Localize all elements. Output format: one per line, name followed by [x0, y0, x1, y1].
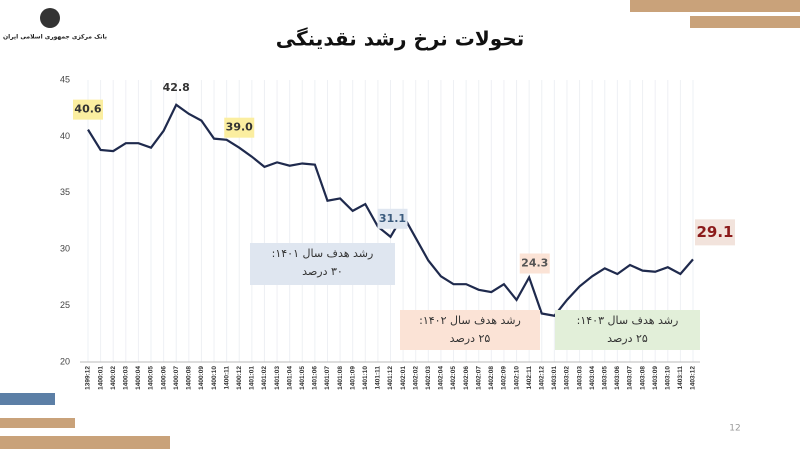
x-tick-label: 1401:09	[349, 366, 356, 390]
target-text: رشد هدف سال ۱۴۰۱:	[272, 247, 374, 260]
x-tick-label: 1402:02	[412, 366, 419, 390]
x-tick-label: 1400:12	[236, 366, 243, 390]
decor	[0, 418, 75, 428]
x-tick-label: 1403:02	[564, 366, 571, 390]
label-box	[695, 219, 735, 246]
x-tick-label: 1401:08	[337, 366, 344, 390]
x-tick-label: 1400:03	[123, 366, 130, 390]
x-tick-label: 1402:08	[488, 366, 495, 390]
x-tick-label: 1402:10	[513, 366, 520, 390]
x-tick-label: 1403:08	[639, 366, 646, 390]
target-text: رشد هدف سال ۱۴۰۳:	[577, 314, 679, 327]
x-tick-label: 1403:05	[601, 366, 608, 390]
x-tick-label: 1403:09	[652, 366, 659, 390]
data-label: 42.8	[163, 81, 190, 94]
x-tick-label: 1402:09	[501, 366, 508, 390]
x-tick-label: 1403:12	[690, 366, 697, 390]
x-tick-label: 1402:11	[526, 366, 533, 390]
x-tick-label: 1401:06	[312, 366, 319, 390]
y-tick-label: 30	[60, 244, 70, 254]
x-tick-label: 1401:10	[362, 366, 369, 390]
x-tick-label: 1400:06	[160, 366, 167, 390]
target-text: رشد هدف سال ۱۴۰۲:	[419, 314, 521, 327]
x-tick-label: 1402:12	[538, 366, 545, 390]
y-tick-label: 20	[60, 356, 70, 366]
label-box	[519, 253, 550, 274]
decor	[0, 393, 55, 405]
x-tick-label: 1403:01	[551, 366, 558, 390]
decor	[690, 16, 800, 28]
data-label: 29.1	[696, 223, 733, 241]
x-tick-label: 1403:06	[614, 366, 621, 390]
x-tick-label: 1401:01	[249, 366, 256, 390]
x-tick-label: 1402:05	[450, 366, 457, 390]
y-tick-label: 35	[60, 187, 70, 197]
x-tick-label: 1400:10	[211, 366, 218, 390]
x-tick-label: 1403:11	[677, 366, 684, 390]
target-box	[250, 243, 395, 285]
y-tick-label: 45	[60, 74, 70, 84]
x-tick-label: 1402:03	[425, 366, 432, 390]
target-text: ۳۰ درصد	[302, 265, 343, 278]
y-tick-label: 40	[60, 131, 70, 141]
x-tick-label: 1402:01	[400, 366, 407, 390]
x-tick-label: 1400:01	[97, 366, 104, 390]
x-tick-label: 1400:04	[135, 366, 142, 390]
x-tick-label: 1399:12	[85, 366, 92, 390]
target-box	[400, 310, 540, 350]
x-tick-label: 1400:05	[148, 366, 155, 390]
x-tick-label: 1402:07	[475, 366, 482, 390]
logo-text: بانک مرکزی جمهوری اسلامی ایران	[3, 34, 107, 41]
label-box	[73, 99, 103, 120]
x-tick-label: 1400:07	[173, 366, 180, 390]
line-series	[87, 103, 694, 317]
logo-icon	[40, 8, 60, 28]
x-tick-label: 1401:04	[286, 366, 293, 390]
x-tick-label: 1403:04	[589, 366, 596, 390]
data-label: 24.3	[521, 256, 548, 269]
x-tick-label: 1403:10	[665, 366, 672, 390]
target-text: ۲۵ درصد	[450, 332, 491, 345]
decor	[0, 436, 170, 449]
target-box	[555, 310, 700, 350]
x-tick-label: 1402:04	[438, 366, 445, 390]
label-box	[224, 117, 255, 138]
data-label: 31.1	[379, 212, 406, 225]
chart-title: تحولات نرخ رشد نقدینگی	[276, 27, 524, 51]
x-tick-label: 1400:11	[223, 366, 230, 390]
x-tick-label: 1401:05	[299, 366, 306, 390]
x-tick-label: 1402:06	[463, 366, 470, 390]
decor	[630, 0, 800, 12]
x-tick-label: 1400:08	[186, 366, 193, 390]
x-tick-label: 1401:07	[324, 366, 331, 390]
target-text: ۲۵ درصد	[607, 332, 648, 345]
x-tick-label: 1401:12	[387, 366, 394, 390]
x-tick-label: 1400:02	[110, 366, 117, 390]
x-tick-label: 1400:09	[198, 366, 205, 390]
label-box	[377, 208, 408, 229]
x-tick-label: 1401:11	[375, 366, 382, 390]
page-number: 12	[729, 424, 740, 434]
data-label: 39.0	[226, 121, 253, 134]
x-tick-label: 1401:03	[274, 366, 281, 390]
data-label: 40.6	[74, 103, 101, 116]
y-tick-label: 25	[60, 300, 70, 310]
x-tick-label: 1403:03	[576, 366, 583, 390]
x-tick-label: 1403:07	[627, 366, 634, 390]
x-tick-label: 1401:02	[261, 366, 268, 390]
